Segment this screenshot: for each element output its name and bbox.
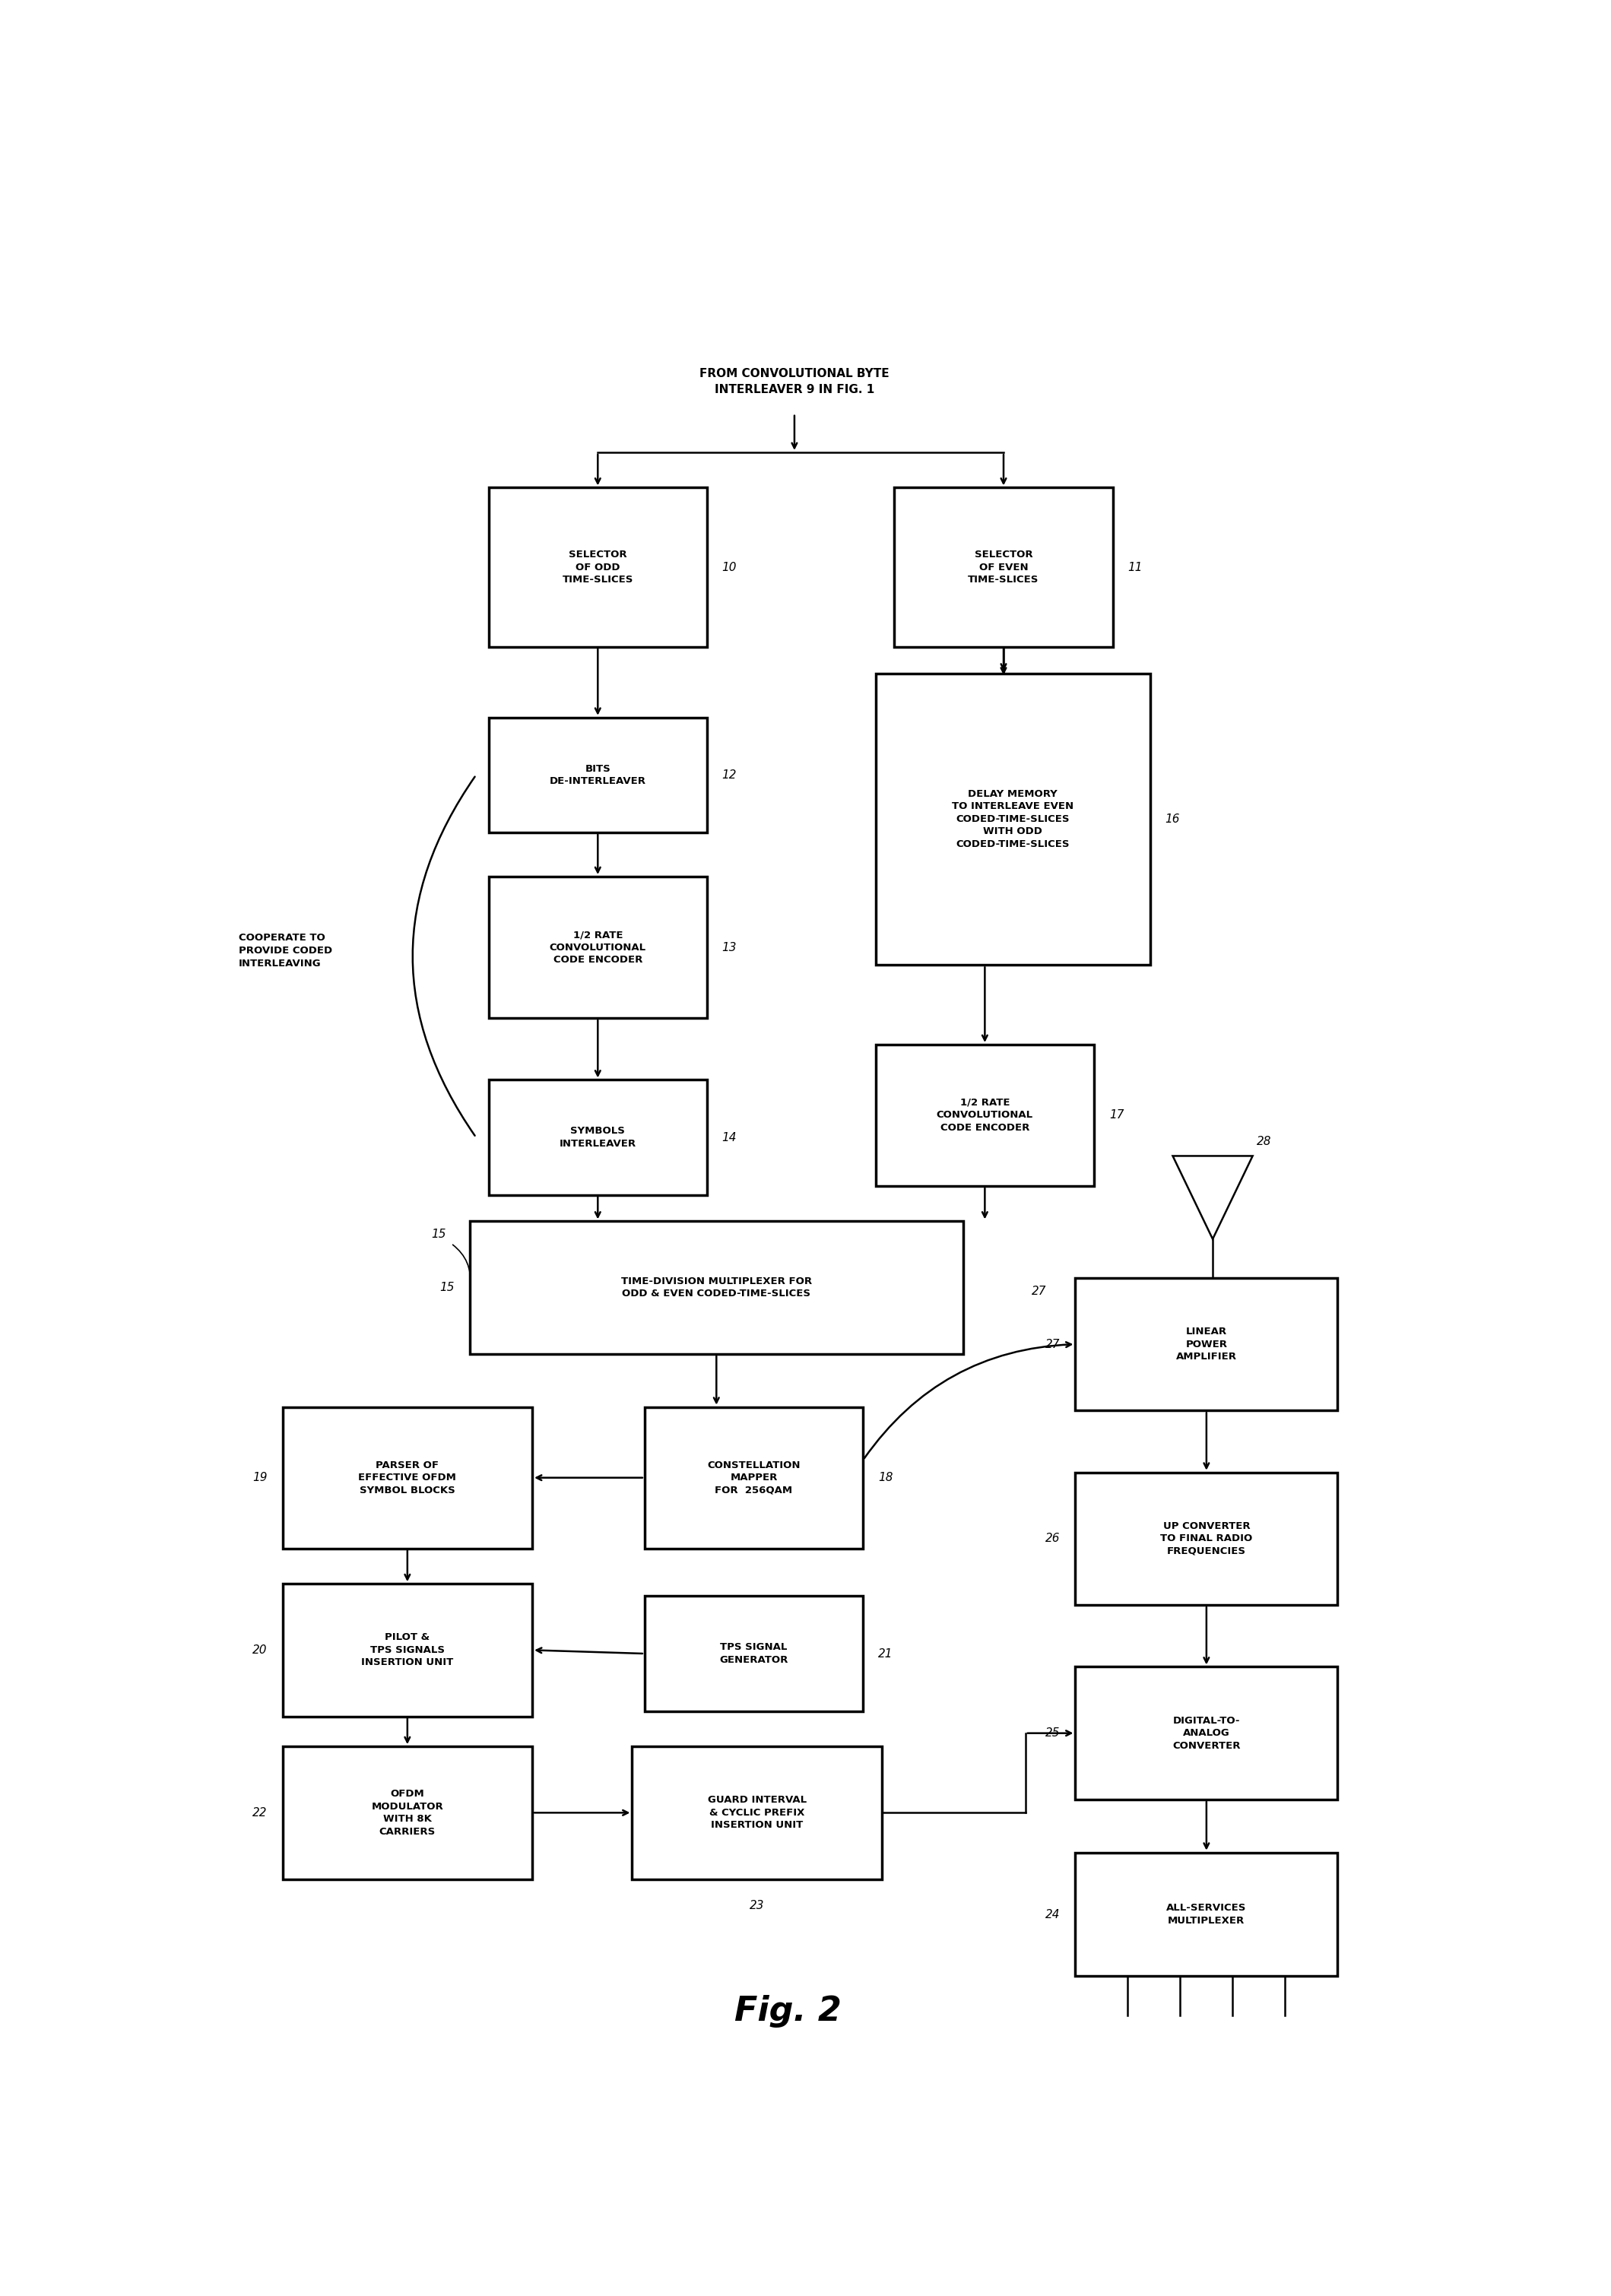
Text: OFDM
MODULATOR
WITH 8K
CARRIERS: OFDM MODULATOR WITH 8K CARRIERS (372, 1789, 443, 1837)
Bar (488, 487, 707, 647)
Text: 27: 27 (1031, 1286, 1047, 1297)
Bar (1076, 1472, 1337, 1605)
Text: FROM CONVOLUTIONAL BYTE
INTERLEAVER 9 IN FIG. 1: FROM CONVOLUTIONAL BYTE INTERLEAVER 9 IN… (699, 367, 889, 395)
Text: LINEAR
POWER
AMPLIFIER: LINEAR POWER AMPLIFIER (1176, 1327, 1237, 1362)
Text: ALL-SERVICES
MULTIPLEXER: ALL-SERVICES MULTIPLEXER (1166, 1903, 1247, 1926)
Text: UP CONVERTER
TO FINAL RADIO
FREQUENCIES: UP CONVERTER TO FINAL RADIO FREQUENCIES (1160, 1522, 1252, 1557)
Text: 1/2 RATE
CONVOLUTIONAL
CODE ENCODER: 1/2 RATE CONVOLUTIONAL CODE ENCODER (936, 1097, 1033, 1132)
Text: 1/2 RATE
CONVOLUTIONAL
CODE ENCODER: 1/2 RATE CONVOLUTIONAL CODE ENCODER (549, 930, 646, 964)
Text: 20: 20 (253, 1644, 267, 1655)
Text: 15: 15 (440, 1281, 454, 1293)
Bar (1076, 1853, 1337, 1977)
Bar (876, 673, 1150, 964)
Text: 16: 16 (1165, 813, 1181, 824)
Text: 14: 14 (722, 1132, 736, 1143)
Text: 12: 12 (722, 769, 736, 781)
Text: PILOT &
TPS SIGNALS
INSERTION UNIT: PILOT & TPS SIGNALS INSERTION UNIT (361, 1632, 453, 1667)
Text: CONSTELLATION
MAPPER
FOR  256QAM: CONSTELLATION MAPPER FOR 256QAM (707, 1460, 801, 1495)
Bar (488, 716, 707, 833)
Bar (1076, 1279, 1337, 1410)
Text: 27: 27 (1046, 1339, 1060, 1350)
Text: SELECTOR
OF ODD
TIME-SLICES: SELECTOR OF ODD TIME-SLICES (562, 549, 633, 585)
Text: 21: 21 (878, 1649, 892, 1660)
Text: 10: 10 (722, 563, 736, 574)
Text: 19: 19 (253, 1472, 267, 1483)
Text: TIME-DIVISION MULTIPLEXER FOR
ODD & EVEN CODED-TIME-SLICES: TIME-DIVISION MULTIPLEXER FOR ODD & EVEN… (620, 1277, 812, 1300)
Bar (644, 1407, 863, 1548)
Text: 22: 22 (253, 1807, 267, 1818)
Text: BITS
DE-INTERLEAVER: BITS DE-INTERLEAVER (549, 765, 646, 785)
Bar (894, 487, 1113, 647)
Text: COOPERATE TO
PROVIDE CODED
INTERLEAVING: COOPERATE TO PROVIDE CODED INTERLEAVING (238, 932, 332, 969)
Text: Fig. 2: Fig. 2 (735, 1995, 841, 2027)
Text: SELECTOR
OF EVEN
TIME-SLICES: SELECTOR OF EVEN TIME-SLICES (968, 549, 1039, 585)
Text: 15: 15 (432, 1228, 446, 1240)
Text: 11: 11 (1128, 563, 1142, 574)
Bar (282, 1584, 532, 1717)
Bar (876, 1045, 1094, 1187)
Text: DIGITAL-TO-
ANALOG
CONVERTER: DIGITAL-TO- ANALOG CONVERTER (1173, 1715, 1240, 1750)
Bar (282, 1747, 532, 1878)
Text: 26: 26 (1046, 1534, 1060, 1545)
Text: 18: 18 (878, 1472, 892, 1483)
Text: 24: 24 (1046, 1908, 1060, 1919)
Text: SYMBOLS
INTERLEAVER: SYMBOLS INTERLEAVER (559, 1125, 636, 1148)
Bar (282, 1407, 532, 1548)
Text: 25: 25 (1046, 1727, 1060, 1738)
Bar (488, 1079, 707, 1194)
Bar (632, 1747, 881, 1878)
Text: 13: 13 (722, 941, 736, 953)
Text: 23: 23 (749, 1901, 764, 1913)
Bar (470, 1221, 963, 1355)
Text: TPS SIGNAL
GENERATOR: TPS SIGNAL GENERATOR (720, 1642, 788, 1665)
Text: 17: 17 (1108, 1109, 1124, 1120)
Bar (488, 877, 707, 1017)
Bar (1076, 1667, 1337, 1800)
Text: GUARD INTERVAL
& CYCLIC PREFIX
INSERTION UNIT: GUARD INTERVAL & CYCLIC PREFIX INSERTION… (707, 1795, 807, 1830)
Text: DELAY MEMORY
TO INTERLEAVE EVEN
CODED-TIME-SLICES
WITH ODD
CODED-TIME-SLICES: DELAY MEMORY TO INTERLEAVE EVEN CODED-TI… (952, 790, 1075, 850)
Bar (644, 1596, 863, 1711)
Text: 28: 28 (1257, 1137, 1271, 1148)
Text: PARSER OF
EFFECTIVE OFDM
SYMBOL BLOCKS: PARSER OF EFFECTIVE OFDM SYMBOL BLOCKS (358, 1460, 456, 1495)
